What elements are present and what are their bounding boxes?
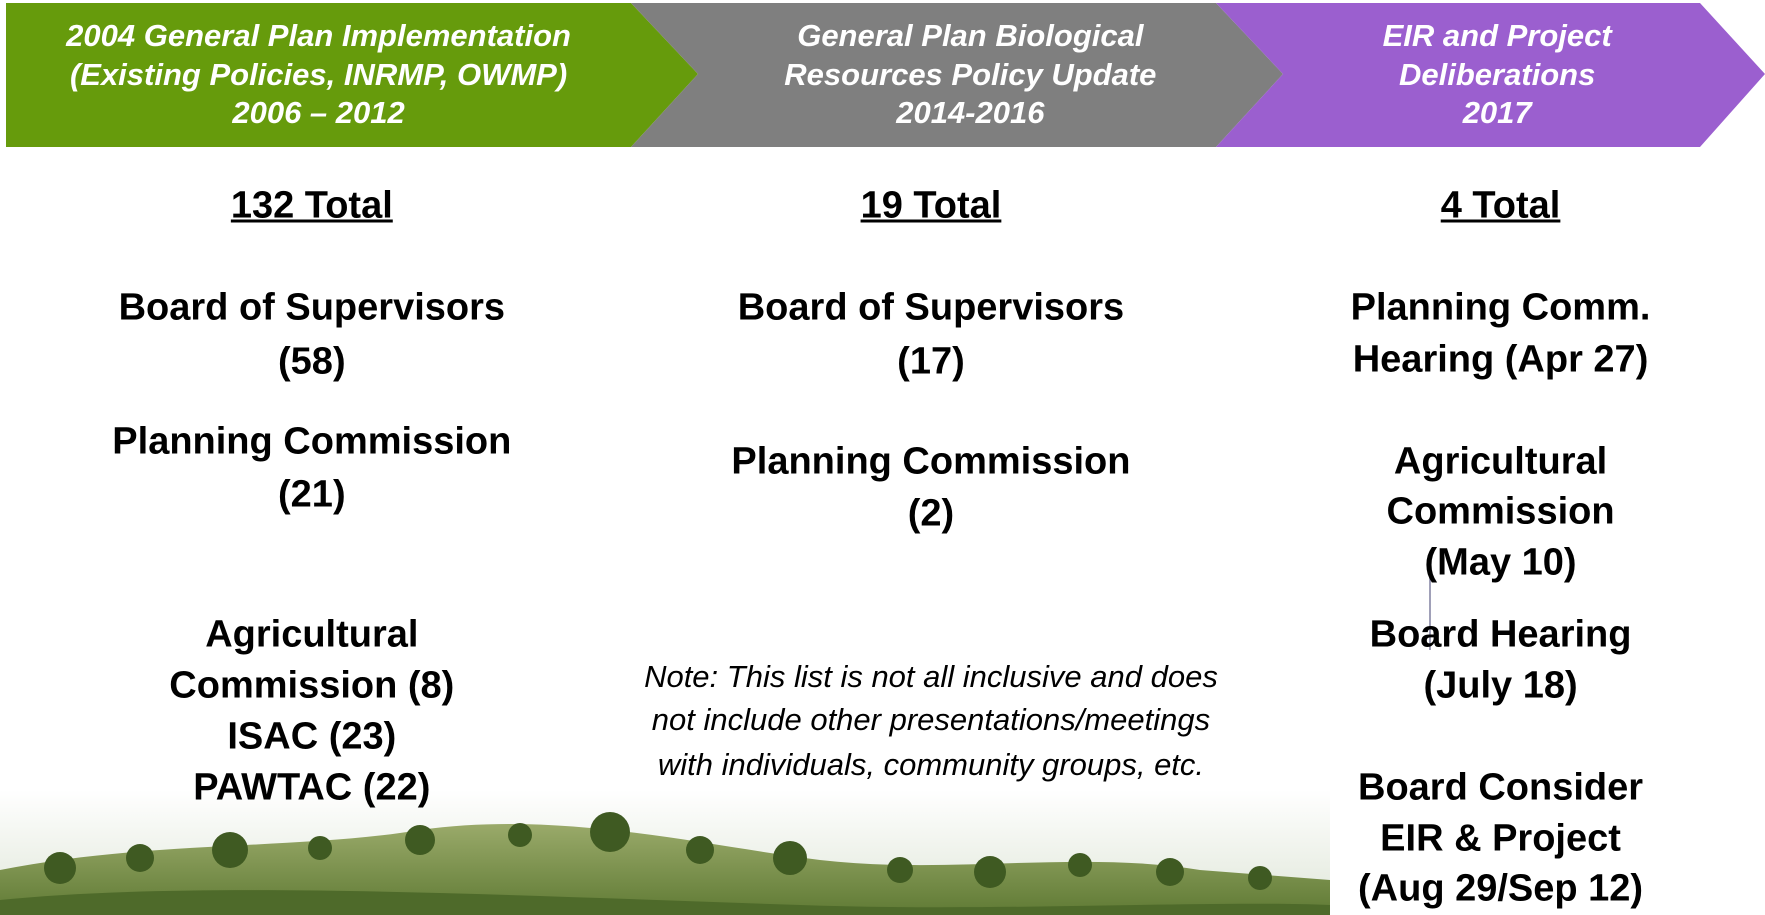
meeting-item: (Aug 29/Sep 12) bbox=[1358, 867, 1644, 910]
meeting-item: PAWTAC (22) bbox=[193, 766, 431, 809]
meeting-item: Board of Supervisors bbox=[118, 286, 506, 329]
phase-title: 2006 – 2012 bbox=[232, 94, 405, 130]
meeting-item: Board of Supervisors bbox=[737, 286, 1125, 329]
meeting-item: Board Consider bbox=[1358, 766, 1644, 809]
phase-title: General Plan Biological bbox=[797, 18, 1144, 54]
meeting-item: EIR & Project bbox=[1380, 817, 1621, 860]
meeting-item: ISAC (23) bbox=[227, 715, 397, 758]
phase-total: 19 Total bbox=[860, 184, 1002, 227]
phase-arrow bbox=[6, 3, 698, 147]
meeting-item: (2) bbox=[907, 492, 955, 535]
meeting-item: Board Hearing bbox=[1369, 613, 1632, 656]
meeting-item: Planning Commission bbox=[731, 440, 1131, 483]
phase-total: 4 Total bbox=[1440, 184, 1561, 227]
meeting-item: (May 10) bbox=[1424, 541, 1577, 584]
phase-title: Resources Policy Update bbox=[784, 57, 1157, 93]
landscape-foreground bbox=[0, 890, 1330, 915]
meeting-item: Planning Comm. bbox=[1350, 286, 1651, 329]
phase-title: 2014-2016 bbox=[896, 94, 1045, 130]
meeting-item: Agricultural bbox=[205, 613, 419, 656]
phase-title: Deliberations bbox=[1398, 57, 1596, 93]
note: with individuals, community groups, etc. bbox=[657, 747, 1205, 783]
phase-total: 132 Total bbox=[230, 184, 393, 227]
meeting-item: Agricultural bbox=[1393, 440, 1608, 483]
meeting-item: Commission (8) bbox=[169, 664, 455, 707]
meeting-item: (July 18) bbox=[1423, 664, 1578, 707]
landscape-trees bbox=[44, 812, 1272, 890]
meeting-item: Commission bbox=[1386, 490, 1615, 533]
meeting-item: (17) bbox=[897, 340, 965, 383]
phase-arrow bbox=[631, 3, 1283, 147]
meeting-item: Planning Commission bbox=[112, 420, 512, 463]
phase-title: (Existing Policies, INRMP, OWMP) bbox=[69, 57, 568, 93]
phase-title: EIR and Project bbox=[1382, 18, 1612, 54]
phase-arrow bbox=[1216, 3, 1765, 147]
meeting-item: (21) bbox=[278, 473, 346, 516]
note: Note: This list is not all inclusive and… bbox=[644, 658, 1218, 694]
phase-title: 2017 bbox=[1462, 94, 1532, 130]
meeting-item: Hearing (Apr 27) bbox=[1352, 338, 1649, 381]
meeting-item: (58) bbox=[278, 340, 346, 383]
note: not include other presentations/meetings bbox=[651, 702, 1211, 738]
phase-title: 2004 General Plan Implementation bbox=[66, 18, 571, 54]
